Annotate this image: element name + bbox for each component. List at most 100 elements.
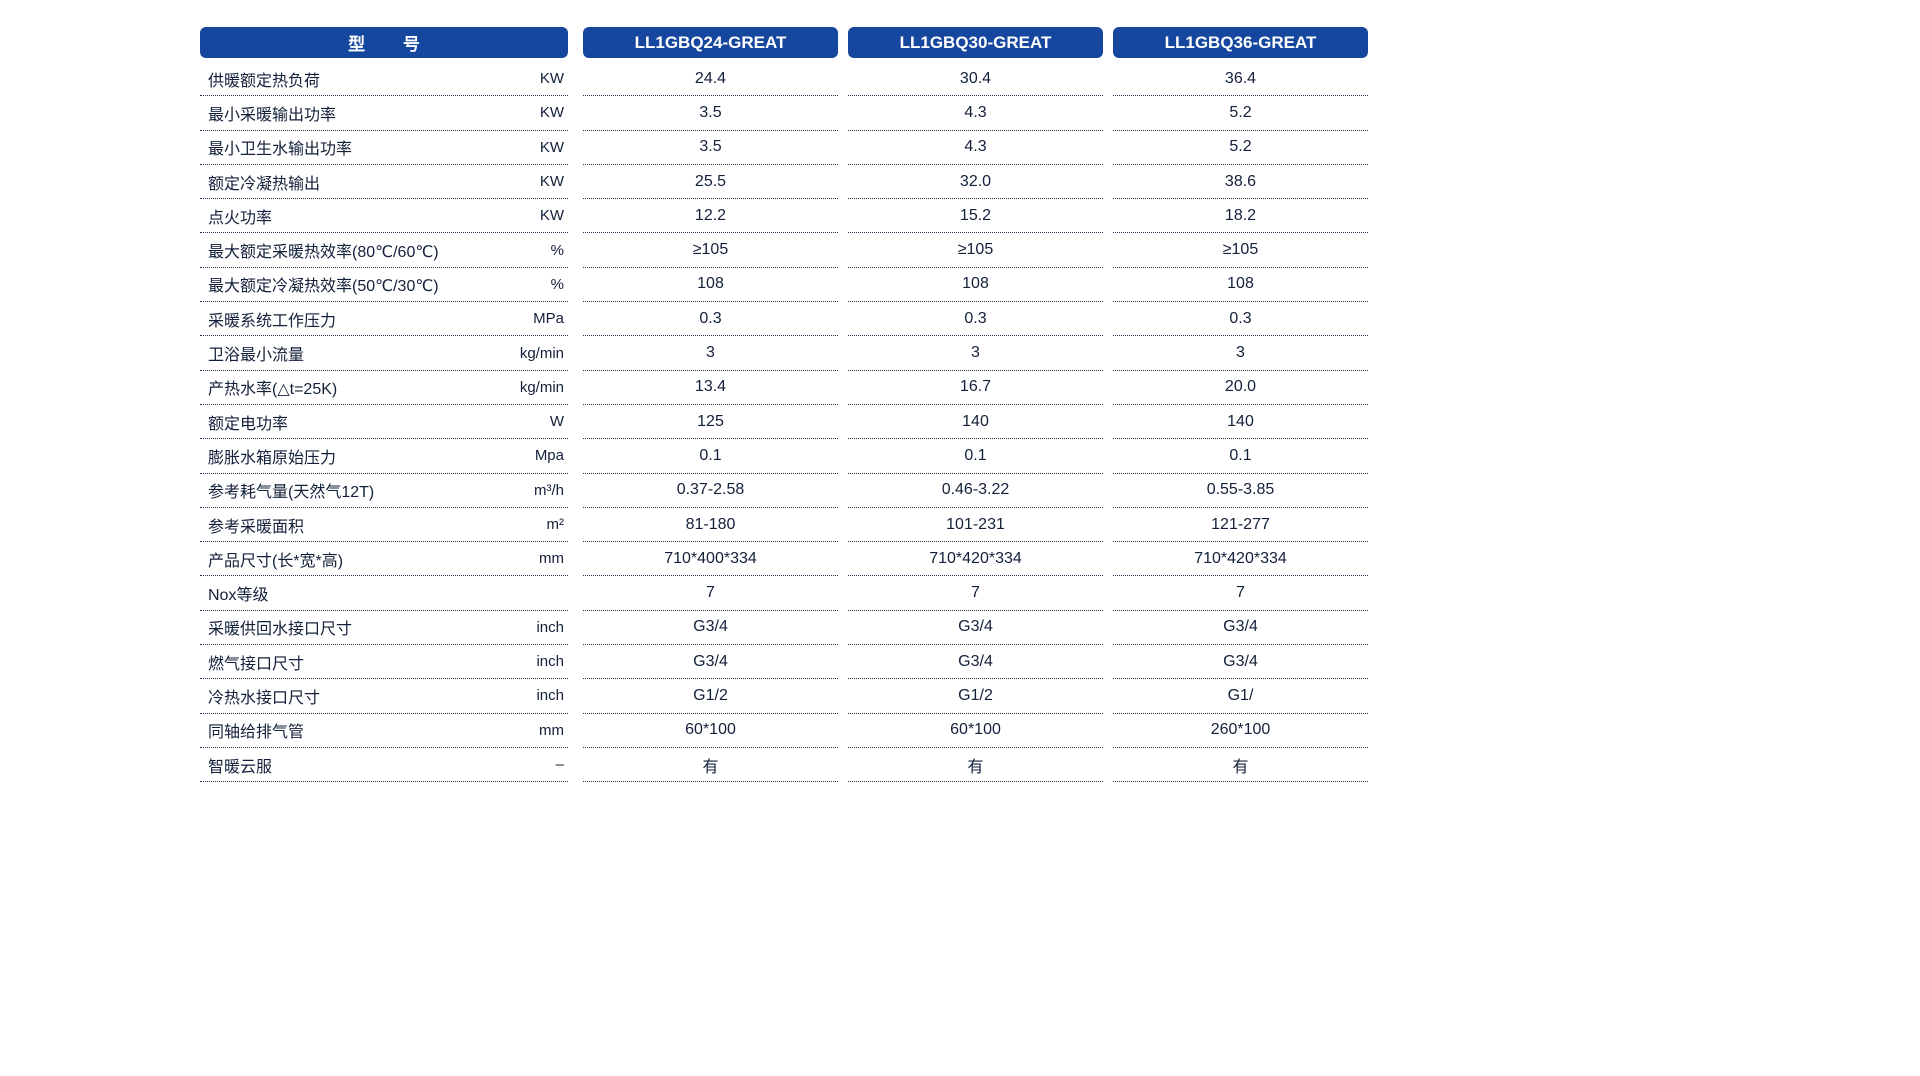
row-unit: KW	[539, 70, 564, 88]
row-value-3: 5.2	[1113, 96, 1368, 131]
table-row: 最小采暖输出功率 KW 3.5 4.3 5.2	[200, 96, 1368, 131]
row-label-cell: 参考采暖面积 m²	[200, 508, 568, 543]
table-row: 最大额定冷凝热效率(50℃/30℃) % 108 108 108	[200, 268, 1368, 303]
table-row: 额定电功率 W 125 140 140	[200, 405, 1368, 440]
row-value-2: 4.3	[848, 131, 1103, 165]
row-label-cell: 卫浴最小流量 kg/min	[200, 336, 568, 371]
row-value-3: G1/	[1113, 679, 1368, 714]
row-label: 卫浴最小流量	[208, 347, 305, 365]
row-value-2: 0.46-3.22	[848, 474, 1103, 508]
row-value-2: 32.0	[848, 165, 1103, 200]
row-label-cell: Nox等级	[200, 576, 568, 611]
row-unit: mm	[539, 550, 564, 568]
row-label: 同轴给排气管	[208, 724, 305, 742]
row-value-1: 0.3	[583, 302, 838, 337]
row-label-cell: 参考耗气量(天然气12T) m³/h	[200, 474, 568, 508]
row-value-1: 7	[583, 576, 838, 611]
row-value-1: 125	[583, 405, 838, 440]
row-unit: mm	[539, 721, 564, 739]
table-row: 采暖系统工作压力 MPa 0.3 0.3 0.3	[200, 302, 1368, 337]
row-value-3: 有	[1113, 748, 1368, 783]
table-body: 供暖额定热负荷 KW 24.4 30.4 36.4 最小采暖输出功率 KW 3.…	[200, 62, 1368, 783]
row-value-3: 710*420*334	[1113, 542, 1368, 577]
row-label: 参考耗气量(天然气12T)	[208, 484, 375, 502]
row-value-3: 7	[1113, 576, 1368, 611]
row-value-2: 15.2	[848, 199, 1103, 234]
row-value-1: 3.5	[583, 96, 838, 131]
header-column-2: LL1GBQ30-GREAT	[848, 27, 1103, 58]
table-row: 膨胀水箱原始压力 Mpa 0.1 0.1 0.1	[200, 439, 1368, 474]
row-unit: Mpa	[534, 447, 564, 465]
row-unit: MPa	[533, 310, 564, 328]
table-row: 产热水率(△t=25K) kg/min 13.4 16.7 20.0	[200, 371, 1368, 405]
row-unit: KW	[539, 138, 564, 156]
row-value-2: 0.1	[848, 439, 1103, 474]
row-unit: inch	[536, 618, 564, 636]
row-unit: KW	[539, 104, 564, 122]
row-unit: W	[549, 413, 564, 431]
table-row: 最小卫生水输出功率 KW 3.5 4.3 5.2	[200, 131, 1368, 165]
table-row: 供暖额定热负荷 KW 24.4 30.4 36.4	[200, 62, 1368, 97]
spec-table: 型 号 LL1GBQ24-GREAT LL1GBQ30-GREAT LL1GBQ…	[200, 27, 1368, 783]
row-label-cell: 膨胀水箱原始压力 Mpa	[200, 439, 568, 474]
row-unit: –	[555, 756, 564, 774]
table-row: 最大额定采暖热效率(80℃/60℃) % ≥105 ≥105 ≥105	[200, 233, 1368, 268]
row-value-2: G3/4	[848, 611, 1103, 646]
row-value-1: G1/2	[583, 679, 838, 714]
table-row: 燃气接口尺寸 inch G3/4 G3/4 G3/4	[200, 645, 1368, 680]
row-value-2: 60*100	[848, 714, 1103, 748]
row-unit: KW	[539, 173, 564, 191]
row-label-cell: 最大额定采暖热效率(80℃/60℃) %	[200, 233, 568, 268]
row-label-cell: 智暖云服 –	[200, 748, 568, 783]
row-value-2: ≥105	[848, 233, 1103, 268]
row-label: 产热水率(△t=25K)	[208, 381, 338, 399]
row-label: 点火功率	[208, 209, 273, 227]
row-label: 参考采暖面积	[208, 518, 305, 536]
table-row: 参考耗气量(天然气12T) m³/h 0.37-2.58 0.46-3.22 0…	[200, 474, 1368, 508]
row-value-1: 3	[583, 336, 838, 371]
row-label-cell: 额定电功率 W	[200, 405, 568, 440]
row-unit: kg/min	[519, 378, 564, 396]
row-value-2: 140	[848, 405, 1103, 440]
row-unit: inch	[536, 687, 564, 705]
row-label: 最小卫生水输出功率	[208, 141, 353, 159]
row-value-2: 3	[848, 336, 1103, 371]
row-label: 最小采暖输出功率	[208, 106, 337, 124]
header-model-label: 型 号	[348, 35, 420, 54]
row-label: 产品尺寸(长*宽*高)	[208, 552, 344, 570]
row-value-1: G3/4	[583, 645, 838, 680]
row-value-1: 24.4	[583, 62, 838, 97]
row-label-cell: 额定冷凝热输出 KW	[200, 165, 568, 200]
header-model-pill: 型 号	[200, 27, 568, 58]
row-value-3: 3	[1113, 336, 1368, 371]
row-label-cell: 最小卫生水输出功率 KW	[200, 131, 568, 165]
row-value-3: 0.3	[1113, 302, 1368, 337]
row-value-3: 36.4	[1113, 62, 1368, 97]
row-unit: m³/h	[534, 481, 564, 499]
row-value-1: G3/4	[583, 611, 838, 646]
row-value-1: 108	[583, 268, 838, 303]
row-label-cell: 燃气接口尺寸 inch	[200, 645, 568, 680]
row-value-3: ≥105	[1113, 233, 1368, 268]
row-label: 智暖云服	[208, 758, 273, 776]
row-value-1: 12.2	[583, 199, 838, 234]
row-value-3: 38.6	[1113, 165, 1368, 200]
row-label: 膨胀水箱原始压力	[208, 449, 337, 467]
row-label: 采暖系统工作压力	[208, 312, 337, 330]
row-value-2: 有	[848, 748, 1103, 783]
header-column-3: LL1GBQ36-GREAT	[1113, 27, 1368, 58]
row-value-2: 0.3	[848, 302, 1103, 337]
row-value-1: 0.37-2.58	[583, 474, 838, 508]
row-label: 供暖额定热负荷	[208, 72, 321, 90]
row-value-2: 710*420*334	[848, 542, 1103, 577]
row-value-3: 140	[1113, 405, 1368, 440]
row-value-3: 5.2	[1113, 131, 1368, 165]
row-value-1: 3.5	[583, 131, 838, 165]
row-label: 最大额定冷凝热效率(50℃/30℃)	[208, 278, 439, 296]
row-value-1: 有	[583, 748, 838, 783]
row-value-2: 30.4	[848, 62, 1103, 97]
row-label-cell: 产热水率(△t=25K) kg/min	[200, 371, 568, 405]
row-label-cell: 采暖系统工作压力 MPa	[200, 302, 568, 337]
table-row: 产品尺寸(长*宽*高) mm 710*400*334 710*420*334 7…	[200, 542, 1368, 577]
row-value-2: 108	[848, 268, 1103, 303]
